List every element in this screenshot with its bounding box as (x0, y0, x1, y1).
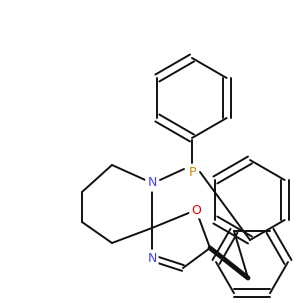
Text: N: N (147, 177, 157, 189)
Text: P: P (188, 165, 196, 178)
Text: N: N (147, 251, 157, 265)
Text: N: N (147, 177, 157, 189)
Text: O: O (191, 204, 201, 217)
